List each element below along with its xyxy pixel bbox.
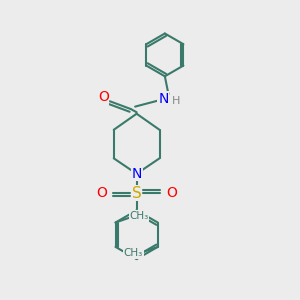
Text: N: N xyxy=(158,92,169,106)
Text: S: S xyxy=(132,186,142,201)
Text: O: O xyxy=(166,186,177,200)
Text: CH₃: CH₃ xyxy=(124,248,143,258)
Text: O: O xyxy=(96,186,107,200)
Text: O: O xyxy=(98,90,109,104)
Text: N: N xyxy=(131,167,142,181)
Text: CH₃: CH₃ xyxy=(130,211,149,221)
Text: H: H xyxy=(172,96,180,106)
